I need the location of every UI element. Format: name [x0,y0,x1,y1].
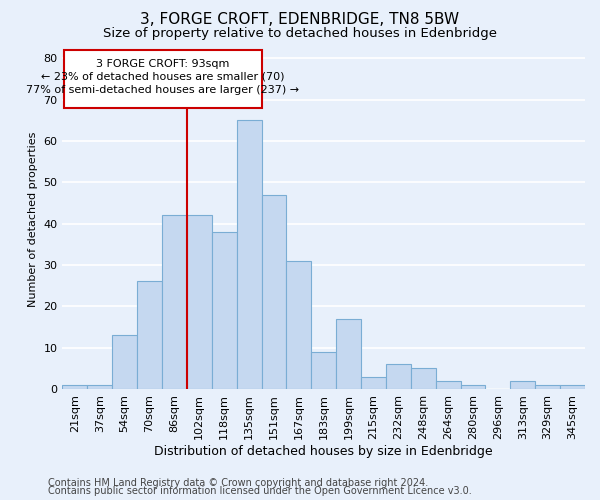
Bar [112,335,137,389]
Bar [88,385,112,389]
Text: Contains public sector information licensed under the Open Government Licence v3: Contains public sector information licen… [48,486,472,496]
Bar [535,385,560,389]
Bar [162,216,187,389]
Bar [560,385,585,389]
Bar [262,194,286,389]
Bar [62,385,88,389]
X-axis label: Distribution of detached houses by size in Edenbridge: Distribution of detached houses by size … [154,444,493,458]
Bar [311,352,336,389]
Bar [386,364,411,389]
Text: Contains HM Land Registry data © Crown copyright and database right 2024.: Contains HM Land Registry data © Crown c… [48,478,428,488]
Text: Size of property relative to detached houses in Edenbridge: Size of property relative to detached ho… [103,28,497,40]
Text: 77% of semi-detached houses are larger (237) →: 77% of semi-detached houses are larger (… [26,85,299,95]
Bar [236,120,262,389]
Bar [212,232,236,389]
Bar [187,216,212,389]
Bar [286,261,311,389]
Text: 3, FORGE CROFT, EDENBRIDGE, TN8 5BW: 3, FORGE CROFT, EDENBRIDGE, TN8 5BW [140,12,460,28]
Bar [436,380,461,389]
Bar [137,282,162,389]
Bar [411,368,436,389]
Text: ← 23% of detached houses are smaller (70): ← 23% of detached houses are smaller (70… [41,72,284,82]
Bar [511,380,535,389]
Bar [461,385,485,389]
FancyBboxPatch shape [64,50,262,108]
Bar [361,376,386,389]
Bar [336,318,361,389]
Text: 3 FORGE CROFT: 93sqm: 3 FORGE CROFT: 93sqm [96,59,229,69]
Y-axis label: Number of detached properties: Number of detached properties [28,132,38,307]
